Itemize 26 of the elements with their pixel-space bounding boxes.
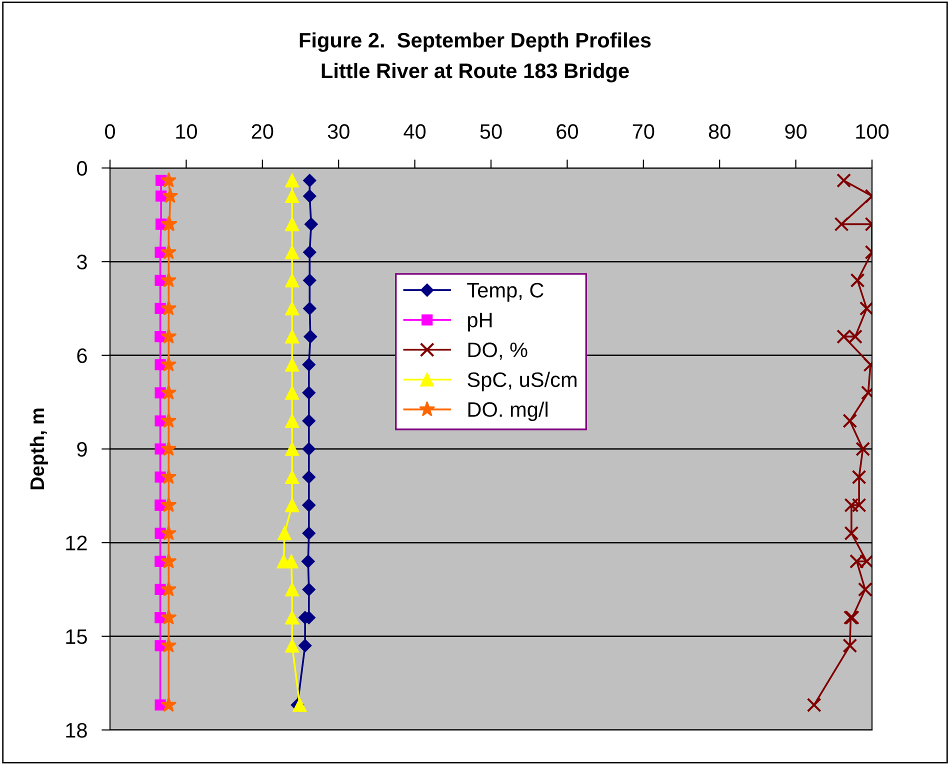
y-tick-label: 9 [77,442,87,457]
legend-label: SpC, uS/cm [468,372,576,392]
x-tick-label: 70 [632,124,654,139]
x-tick-label: 100 [856,124,889,139]
y-tick-label: 6 [77,348,87,364]
legend-label: pH [468,312,492,332]
y-tick-label: 18 [66,722,87,738]
x-tick-label: 0 [105,124,115,139]
y-tick-label: 12 [66,536,87,550]
chart-title: Figure 2. September Depth Profiles [300,32,651,52]
y-axis-title: Depth, m [30,408,48,490]
x-tick-label: 50 [480,124,502,139]
chart-subtitle: Little River at Route 183 Bridge [322,62,629,82]
y-tick-label: 3 [76,254,87,270]
x-tick-label: 30 [328,124,350,139]
x-tick-label: 10 [176,124,197,139]
y-tick-label: 15 [66,630,87,644]
legend-label: DO, % [468,342,528,360]
x-tick-label: 60 [556,124,578,139]
x-tick-label: 40 [404,124,426,139]
legend-label: DO. mg/l [468,402,548,422]
y-tick-label: 0 [77,160,87,176]
legend-label: Temp, C [467,282,544,302]
x-tick-label: 20 [252,124,274,139]
x-tick-label: 90 [785,124,807,139]
x-tick-label: 80 [708,124,730,139]
